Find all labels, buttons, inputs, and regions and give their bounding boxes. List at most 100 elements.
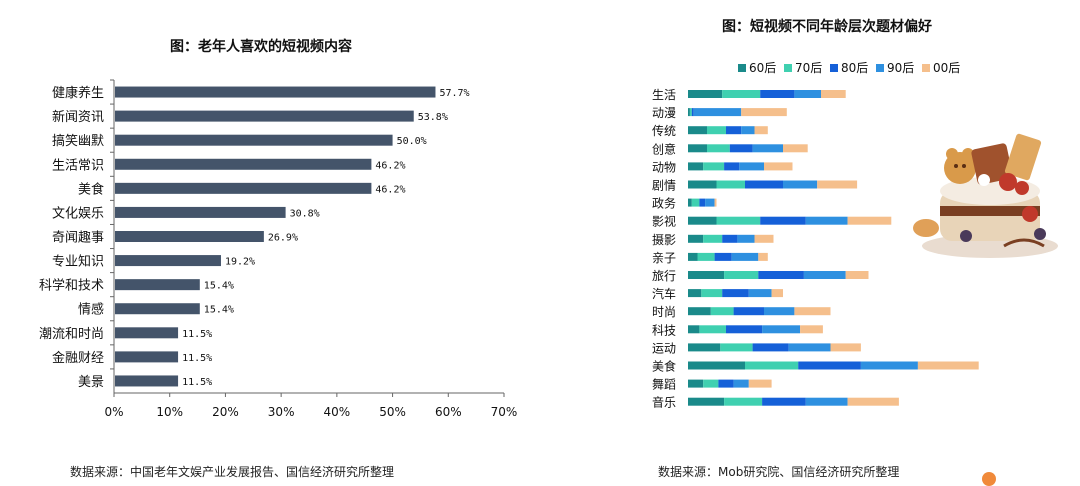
right-stacked-bar-chart: 60后 70后 80后 90后 00后生活动漫传统创意动物剧情政务影视摄影亲子旅行汽车时… — [652, 61, 979, 410]
bar — [115, 182, 372, 194]
stacked-bar-segment — [699, 198, 706, 207]
bar — [115, 110, 414, 122]
category-label: 运动 — [652, 341, 676, 355]
category-label: 亲子 — [652, 251, 676, 265]
stacked-bar-segment — [714, 198, 717, 207]
value-label: 46.2% — [375, 160, 405, 171]
stacked-bar-segment — [739, 162, 764, 171]
value-label: 46.2% — [375, 184, 405, 195]
stacked-bar-segment — [688, 144, 707, 153]
stacked-bar-segment — [794, 307, 831, 316]
category-label: 奇闻趣事 — [52, 230, 104, 246]
bar — [115, 206, 286, 218]
stacked-bar-segment — [688, 216, 717, 225]
stacked-bar-segment — [917, 361, 979, 370]
stacked-bar-segment — [733, 307, 764, 316]
x-tick-label: 40% — [324, 405, 351, 419]
category-label: 文化娱乐 — [52, 206, 104, 221]
stacked-bar-segment — [758, 271, 804, 279]
stacked-bar-segment — [688, 162, 704, 171]
stacked-bar-segment — [798, 361, 861, 370]
left-chart-panel: 图：老年人喜欢的短视频内容 0% 10% 20% 30% 40% 50% 60% 70% 健康养… — [0, 0, 530, 483]
category-label: 科技 — [652, 323, 676, 337]
category-label: 传统 — [652, 123, 676, 138]
bar — [115, 255, 221, 267]
legend-swatch — [784, 64, 792, 72]
stacked-bar-segment — [718, 379, 734, 388]
bar — [115, 231, 264, 242]
category-label: 舞蹈 — [652, 378, 676, 392]
stacked-bar-segment — [688, 252, 698, 261]
category-label: 金融财经 — [52, 350, 104, 366]
value-label: 11.5% — [182, 353, 212, 364]
stacked-bar-segment — [688, 234, 704, 243]
category-label: 健康养生 — [52, 85, 104, 101]
category-label: 旅行 — [652, 269, 676, 283]
stacked-bar-segment — [805, 216, 848, 225]
stacked-bar-segment — [688, 90, 723, 98]
category-label: 专业知识 — [52, 254, 104, 270]
legend-label: 90后 — [887, 61, 914, 75]
stacked-bar-segment — [697, 252, 715, 261]
orange-dot-icon — [982, 472, 996, 486]
stacked-bar-segment — [748, 379, 772, 388]
stacked-bar-segment — [722, 90, 761, 98]
stacked-bar-segment — [729, 144, 753, 153]
stacked-bar-segment — [745, 180, 783, 189]
stacked-bar-segment — [724, 397, 763, 406]
stacked-bar-segment — [720, 343, 753, 352]
x-tick-label: 60% — [435, 405, 462, 419]
stacked-bar-segment — [737, 234, 755, 243]
bar — [115, 134, 393, 146]
category-label: 影视 — [652, 214, 676, 229]
value-label: 15.4% — [204, 281, 234, 292]
value-label: 50.0% — [397, 136, 427, 147]
stacked-bar-segment — [847, 216, 892, 225]
legend-label: 70后 — [795, 61, 822, 75]
stacked-bar-segment — [752, 343, 789, 352]
category-label: 时尚 — [652, 305, 676, 319]
stacked-bar-segment — [688, 180, 717, 189]
category-label: 情感 — [78, 302, 104, 318]
stacked-bar-segment — [699, 325, 726, 334]
value-label: 26.9% — [268, 233, 298, 244]
stacked-bar-segment — [716, 216, 761, 225]
stacked-bar-segment — [688, 108, 690, 117]
category-label: 生活常识 — [52, 158, 104, 173]
category-label: 美食 — [78, 181, 104, 197]
stacked-bar-segment — [688, 343, 721, 352]
stacked-bar-segment — [688, 379, 704, 388]
left-chart-title: 图：老年人喜欢的短视频内容 — [170, 39, 352, 55]
stacked-bar-segment — [703, 162, 725, 171]
stacked-bar-segment — [783, 180, 818, 189]
stacked-bar-segment — [758, 252, 768, 261]
stacked-bar-segment — [752, 144, 783, 153]
bar — [115, 303, 200, 315]
bar — [115, 158, 372, 170]
right-chart-panel: 图：短视频不同年龄层次题材偏好 60后 70后 80后 90后 00后 生活 动漫 传统 创意动… — [560, 0, 1080, 486]
legend-swatch — [876, 64, 884, 72]
stacked-bar-segment — [783, 144, 808, 153]
stacked-bar-segment — [860, 361, 918, 370]
stacked-bar-segment — [722, 234, 738, 243]
stacked-bar-segment — [688, 289, 702, 298]
stacked-bar-segment — [733, 379, 749, 388]
stacked-bar-segment — [688, 397, 725, 406]
stacked-bar-segment — [754, 126, 768, 135]
right-chart-title: 图：短视频不同年龄层次题材偏好 — [722, 19, 932, 35]
stacked-bar-segment — [803, 271, 846, 279]
bar — [115, 327, 179, 339]
stacked-bar-segment — [788, 343, 831, 352]
category-label: 美景 — [78, 375, 104, 390]
stacked-bar-segment — [845, 271, 869, 279]
stacked-bar-segment — [754, 234, 774, 243]
stacked-bar-segment — [689, 108, 692, 117]
stacked-bar-segment — [707, 126, 726, 135]
stacked-bar-segment — [731, 252, 759, 261]
stacked-bar-segment — [691, 198, 700, 207]
category-label: 创意 — [652, 141, 676, 156]
stacked-bar-segment — [800, 325, 823, 334]
stacked-bar-segment — [817, 180, 858, 189]
value-label: 19.2% — [225, 257, 255, 268]
stacked-bar-segment — [710, 307, 734, 316]
